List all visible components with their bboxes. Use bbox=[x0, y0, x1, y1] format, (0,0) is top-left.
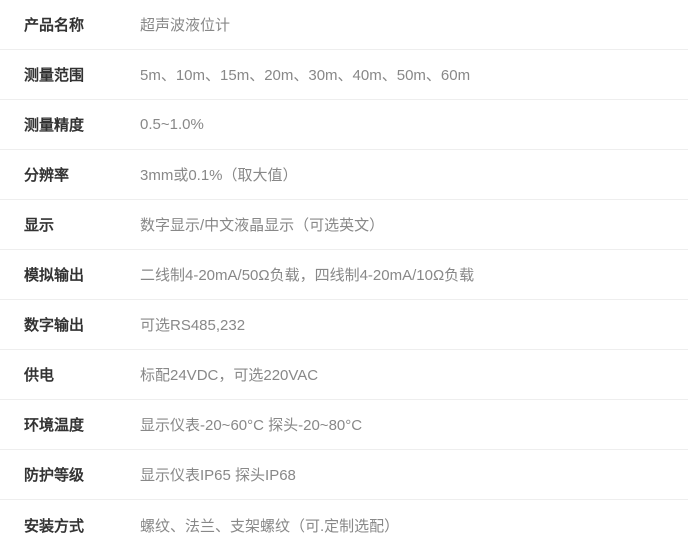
spec-label: 测量精度 bbox=[24, 114, 140, 135]
table-row: 产品名称 超声波液位计 bbox=[0, 0, 688, 50]
spec-label: 环境温度 bbox=[24, 414, 140, 435]
spec-value: 3mm或0.1%（取大值） bbox=[140, 164, 664, 185]
spec-label: 模拟输出 bbox=[24, 264, 140, 285]
spec-label: 安装方式 bbox=[24, 515, 140, 536]
spec-label: 数字输出 bbox=[24, 314, 140, 335]
spec-value: 可选RS485,232 bbox=[140, 314, 664, 335]
spec-value: 5m、10m、15m、20m、30m、40m、50m、60m bbox=[140, 64, 664, 85]
table-row: 测量范围 5m、10m、15m、20m、30m、40m、50m、60m bbox=[0, 50, 688, 100]
spec-value: 显示仪表IP65 探头IP68 bbox=[140, 464, 664, 485]
spec-value: 二线制4-20mA/50Ω负载，四线制4-20mA/10Ω负载 bbox=[140, 264, 664, 285]
spec-label: 显示 bbox=[24, 214, 140, 235]
spec-label: 分辨率 bbox=[24, 164, 140, 185]
spec-label: 产品名称 bbox=[24, 14, 140, 35]
spec-value: 标配24VDC，可选220VAC bbox=[140, 364, 664, 385]
spec-table: 产品名称 超声波液位计 测量范围 5m、10m、15m、20m、30m、40m、… bbox=[0, 0, 688, 550]
table-row: 环境温度 显示仪表-20~60°C 探头-20~80°C bbox=[0, 400, 688, 450]
spec-value: 显示仪表-20~60°C 探头-20~80°C bbox=[140, 414, 664, 435]
table-row: 防护等级 显示仪表IP65 探头IP68 bbox=[0, 450, 688, 500]
spec-label: 测量范围 bbox=[24, 64, 140, 85]
spec-value: 数字显示/中文液晶显示（可选英文） bbox=[140, 214, 664, 235]
table-row: 模拟输出 二线制4-20mA/50Ω负载，四线制4-20mA/10Ω负载 bbox=[0, 250, 688, 300]
table-row: 显示 数字显示/中文液晶显示（可选英文） bbox=[0, 200, 688, 250]
table-row: 数字输出 可选RS485,232 bbox=[0, 300, 688, 350]
spec-value: 超声波液位计 bbox=[140, 14, 664, 35]
table-row: 供电 标配24VDC，可选220VAC bbox=[0, 350, 688, 400]
spec-value: 0.5~1.0% bbox=[140, 116, 664, 133]
spec-label: 防护等级 bbox=[24, 464, 140, 485]
spec-value: 螺纹、法兰、支架螺纹（可.定制选配） bbox=[140, 515, 664, 536]
table-row: 测量精度 0.5~1.0% bbox=[0, 100, 688, 150]
table-row: 分辨率 3mm或0.1%（取大值） bbox=[0, 150, 688, 200]
spec-label: 供电 bbox=[24, 364, 140, 385]
table-row: 安装方式 螺纹、法兰、支架螺纹（可.定制选配） bbox=[0, 500, 688, 550]
